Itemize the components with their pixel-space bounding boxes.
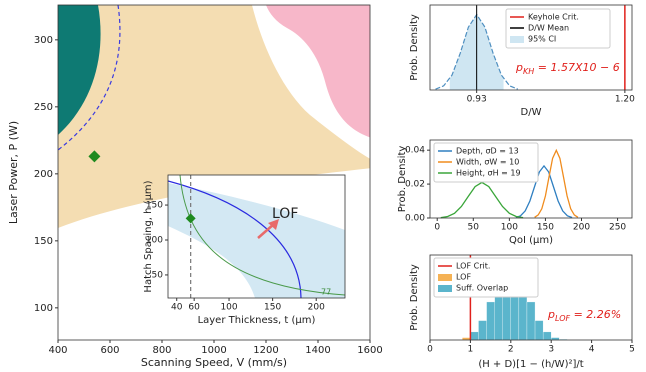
x-tick-label: 600: [100, 345, 119, 356]
x-axis-label: Layer Thickness, t (μm): [198, 315, 316, 326]
contour-label: 77: [321, 288, 331, 297]
plot-frame: [429, 139, 633, 219]
x-tick-label: 250: [609, 223, 626, 233]
x-tick-label: 150: [537, 223, 554, 233]
y-tick-label: 0.00: [405, 214, 425, 224]
y-axis-label: Prob. Density: [409, 14, 420, 81]
x-tick-label: 1: [468, 345, 474, 355]
y-tick-label: 150: [34, 236, 53, 247]
process-map: [58, 5, 370, 340]
histogram-bar: [542, 331, 552, 341]
legend-label: D/W Mean: [528, 24, 569, 33]
legend-label: LOF Crit.: [456, 262, 490, 271]
legend-label: Height, σH = 19: [456, 169, 521, 178]
y-axis-label: Prob. Density: [397, 146, 408, 213]
x-axis-label: D/W: [521, 107, 542, 118]
annotation-part: p: [547, 308, 555, 321]
design-point: [88, 150, 101, 163]
x-tick-label: 5: [629, 345, 635, 355]
keyhole-region: [58, 5, 101, 135]
density-curve: [515, 164, 573, 219]
legend-swatch: [438, 274, 452, 281]
annotation-part: KH: [523, 67, 534, 76]
x-tick-label: 40: [171, 303, 183, 313]
plot-frame: [167, 174, 346, 299]
density-curve: [440, 181, 524, 219]
x-tick-label: 800: [152, 345, 171, 356]
inset-contour-77: [179, 175, 345, 296]
y-axis-label: Prob. Density: [409, 264, 420, 331]
x-axis-label: Scanning Speed, V (mm/s): [141, 356, 287, 369]
y-tick-label: 250: [34, 102, 53, 113]
histogram-bar: [478, 320, 487, 341]
x-tick-label: 60: [188, 303, 200, 313]
x-tick-label: 2: [508, 345, 514, 355]
legend-label: Keyhole Crit.: [528, 13, 579, 22]
good-region: [58, 5, 370, 228]
plot-frame: [429, 254, 633, 341]
y-tick-label: 50: [152, 270, 164, 280]
x-tick-label: 1400: [305, 345, 330, 356]
legend-label: Depth, σD = 13: [456, 147, 519, 156]
inset: [168, 175, 345, 298]
legend-box: [433, 142, 539, 183]
y-axis-label: Laser Power, P (W): [7, 121, 20, 224]
y-tick-label: 100: [146, 235, 163, 245]
legend-label: Width, σW = 10: [456, 158, 519, 167]
annotation-part: = 1.57X10 − 6: [534, 61, 619, 74]
annotation-part: = 2.26%: [570, 308, 621, 321]
x-tick-label: 1600: [357, 345, 382, 356]
y-tick-label: 0.02: [405, 180, 425, 190]
x-tick-label: 4: [589, 345, 595, 355]
x-tick-label: 0.93: [467, 95, 487, 105]
y-tick-label: 200: [34, 169, 53, 180]
x-tick-label: 50: [468, 223, 480, 233]
lof-arrow-head: [268, 219, 279, 230]
lof-label: LOF: [272, 206, 298, 222]
legend-label: LOF: [456, 273, 471, 282]
x-tick-label: 3: [548, 345, 554, 355]
x-tick-label: 1200: [253, 345, 278, 356]
y-tick-label: 0.04: [405, 146, 425, 156]
annotation-part: p: [515, 61, 523, 74]
histogram-bar: [486, 301, 495, 341]
annotation-part: LOF: [555, 314, 571, 323]
x-tick-label: 0: [434, 223, 440, 233]
x-tick-label: 1000: [201, 345, 226, 356]
x-tick-label: 1.20: [615, 95, 635, 105]
histogram-bar: [526, 301, 536, 341]
x-axis-label: (H + D)[1 − (h/W)²]/t: [478, 359, 583, 370]
x-axis-label: QoI (μm): [509, 235, 553, 246]
y-tick-label: 150: [146, 201, 163, 211]
x-tick-label: 100: [220, 303, 237, 313]
x-tick-label: 100: [501, 223, 518, 233]
design-point: [185, 213, 196, 224]
y-tick-label: 100: [34, 303, 53, 314]
x-tick-label: 150: [264, 303, 281, 313]
y-tick-label: 300: [34, 35, 53, 46]
x-tick-label: 200: [308, 303, 325, 313]
legend-box: [505, 8, 611, 49]
legend-label: Suff. Overlap: [456, 284, 508, 293]
annotation: pLOF = 2.26%: [547, 308, 621, 323]
x-tick-label: 200: [573, 223, 590, 233]
legend-label: 95% CI: [528, 35, 556, 44]
inset-band: [168, 183, 345, 298]
inset-contour: [168, 180, 302, 298]
histogram-bar: [534, 320, 544, 341]
legend-box: [433, 257, 539, 298]
histogram-bar: [470, 331, 479, 341]
boundary-line: [58, 5, 121, 151]
balling-region: [266, 5, 370, 138]
lof-arrow: [257, 223, 275, 239]
y-axis-label: Hatch Spacing, h (μm): [143, 180, 154, 292]
legend-swatch: [438, 285, 452, 292]
plot-frame: [429, 4, 633, 91]
density-curve: [534, 148, 579, 218]
legend-swatch: [510, 36, 524, 43]
x-tick-label: 0: [427, 345, 433, 355]
annotation: pKH = 1.57X10 − 6: [515, 61, 620, 76]
x-tick-label: 400: [48, 345, 67, 356]
